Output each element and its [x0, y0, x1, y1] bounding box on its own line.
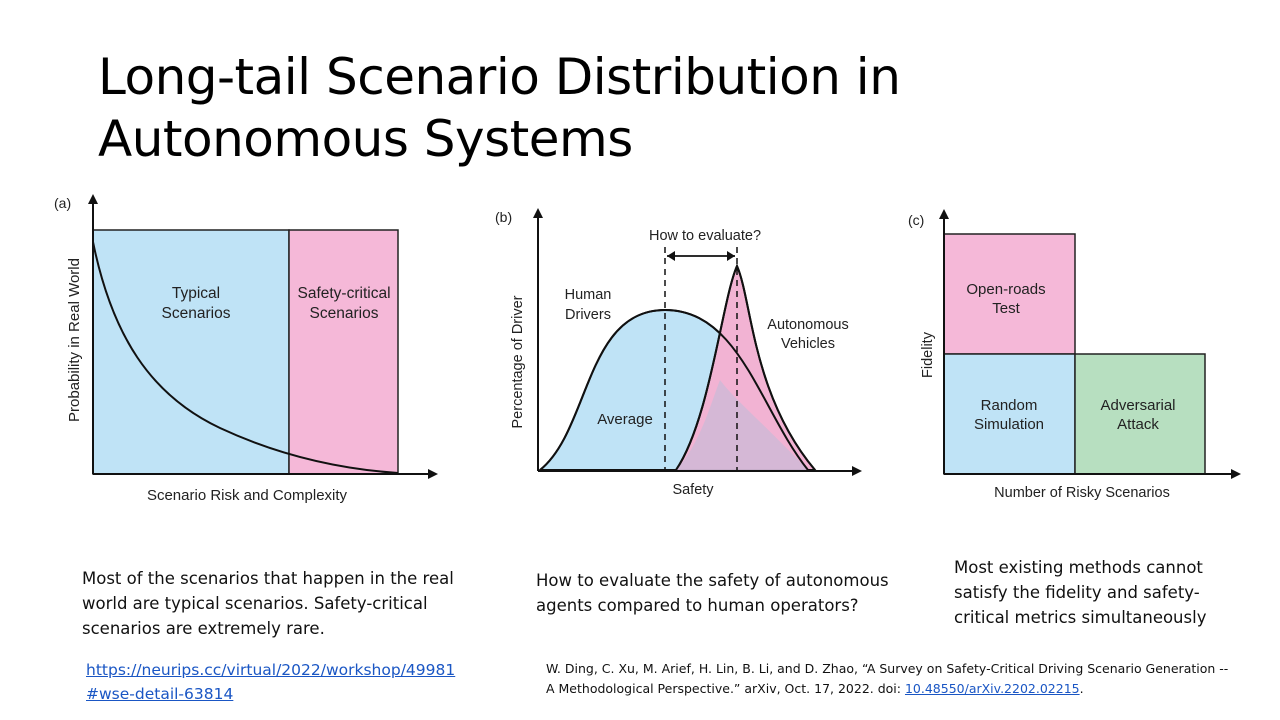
question-label: How to evaluate? [649, 228, 761, 244]
panel-b-label: (b) [495, 209, 512, 225]
y-axis-label: Percentage of Driver [510, 295, 526, 428]
random-line1: Random [981, 397, 1038, 414]
workshop-link-line1: https://neurips.cc/virtual/2022/workshop… [86, 661, 456, 679]
random-simulation-box [943, 353, 1076, 475]
citation-end: . [1079, 681, 1084, 696]
caption-b: How to evaluate the safety of autonomous… [536, 571, 889, 615]
x-axis-label: Scenario Risk and Complexity [147, 487, 348, 504]
human-drivers-outline [539, 308, 809, 471]
page-title: Long-tail Scenario Distribution in Auton… [98, 48, 901, 168]
y-axis-label: Probability in Real World [66, 258, 83, 422]
panel-b: (b) How to evaluate? Human Drivers Auton… [495, 208, 862, 498]
x-axis-label: Safety [672, 482, 714, 498]
region-critical-line1: Safety-critical [297, 285, 390, 302]
caption-c: Most existing methods cannot satisfy the… [954, 558, 1207, 627]
y-axis-label: Fidelity [920, 331, 936, 378]
long-tail-curve [92, 241, 399, 474]
citation-text: W. Ding, C. Xu, M. Arief, H. Lin, B. Li,… [546, 661, 1229, 696]
citation: W. Ding, C. Xu, M. Arief, H. Lin, B. Li,… [546, 659, 1236, 699]
region-typical-line1: Typical [172, 285, 220, 302]
open-roads-line2: Test [992, 300, 1020, 317]
adversarial-attack-box [1074, 353, 1206, 475]
typical-region [92, 229, 290, 475]
doi-link[interactable]: 10.48550/arXiv.2202.02215 [904, 681, 1080, 696]
human-label-line2: Drivers [565, 307, 611, 323]
av-label-line2: Vehicles [781, 336, 835, 352]
overlap-region [676, 380, 808, 470]
open-roads-box [943, 233, 1076, 355]
panel-a: (a) Typical Scenarios Safety-critical Sc… [54, 194, 438, 504]
human-label-line1: Human [565, 287, 612, 303]
open-roads-line1: Open-roads [966, 281, 1045, 298]
region-typical-line2: Scenarios [162, 305, 231, 322]
bracket-arrow-left [667, 251, 675, 261]
adversarial-line1: Adversarial [1100, 397, 1175, 414]
panel-c-label: (c) [908, 212, 924, 228]
panel-a-label: (a) [54, 195, 71, 211]
x-axis-label: Number of Risky Scenarios [994, 485, 1170, 501]
average-label: Average [597, 411, 653, 428]
adversarial-line2: Attack [1117, 416, 1159, 433]
workshop-link-line2: #wse-detail-63814 [86, 685, 234, 703]
panel-c: (c) Open-roads Test Random Simulation Ad… [908, 209, 1241, 501]
av-label-line1: Autonomous [767, 317, 848, 333]
bracket-arrow-right [727, 251, 735, 261]
caption-a: Most of the scenarios that happen in the… [82, 569, 454, 638]
safety-critical-region [288, 229, 399, 475]
autonomous-vehicles-outline [675, 263, 816, 471]
workshop-link[interactable]: https://neurips.cc/virtual/2022/workshop… [86, 658, 455, 706]
region-critical-line2: Scenarios [310, 305, 379, 322]
random-line2: Simulation [974, 416, 1044, 433]
